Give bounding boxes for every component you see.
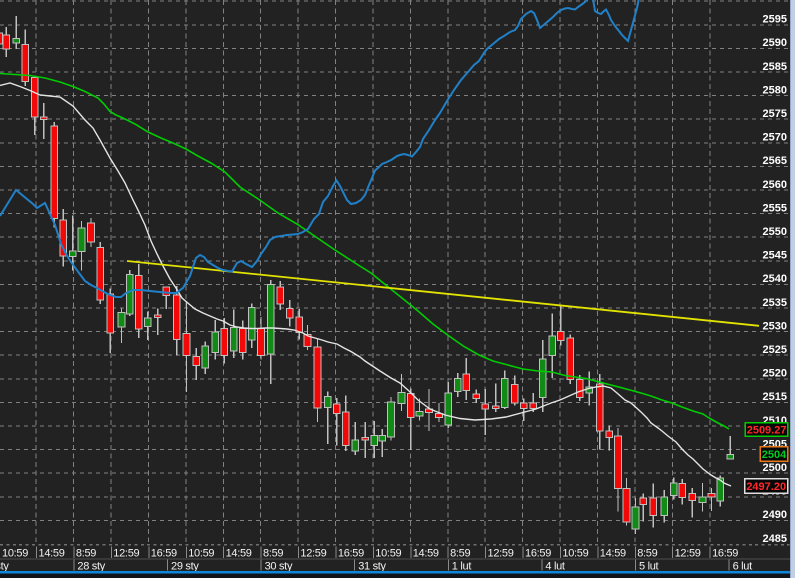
svg-text:12:59: 12:59 bbox=[300, 547, 326, 559]
svg-text:2490: 2490 bbox=[763, 509, 787, 521]
svg-text:12:59: 12:59 bbox=[488, 547, 514, 559]
svg-text:14:59: 14:59 bbox=[39, 547, 65, 559]
svg-text:2497.20: 2497.20 bbox=[746, 481, 786, 493]
svg-text:14:59: 14:59 bbox=[413, 547, 439, 559]
svg-text:2485: 2485 bbox=[763, 533, 787, 545]
svg-text:2525: 2525 bbox=[763, 344, 787, 356]
svg-text:14:59: 14:59 bbox=[600, 547, 626, 559]
svg-text:16:59: 16:59 bbox=[525, 547, 551, 559]
svg-text:5 lut: 5 lut bbox=[639, 560, 659, 572]
svg-text:2550: 2550 bbox=[763, 226, 787, 238]
svg-text:14:59: 14:59 bbox=[226, 547, 252, 559]
svg-text:10:59: 10:59 bbox=[375, 547, 401, 559]
svg-text:28 sty: 28 sty bbox=[77, 560, 105, 572]
svg-text:27 sty: 27 sty bbox=[0, 560, 9, 572]
svg-text:12:59: 12:59 bbox=[675, 547, 701, 559]
svg-text:8:59: 8:59 bbox=[76, 547, 96, 559]
svg-text:2560: 2560 bbox=[763, 179, 787, 191]
svg-text:10:59: 10:59 bbox=[188, 547, 214, 559]
svg-text:6 lut: 6 lut bbox=[733, 560, 753, 572]
svg-text:16:59: 16:59 bbox=[151, 547, 177, 559]
svg-text:2509.27: 2509.27 bbox=[747, 424, 787, 436]
svg-text:10:59: 10:59 bbox=[2, 547, 28, 559]
svg-text:16:59: 16:59 bbox=[338, 547, 364, 559]
svg-text:30 sty: 30 sty bbox=[265, 560, 293, 572]
svg-text:8:59: 8:59 bbox=[263, 547, 283, 559]
svg-text:31 sty: 31 sty bbox=[358, 560, 386, 572]
svg-text:12:59: 12:59 bbox=[113, 547, 139, 559]
svg-text:10:59: 10:59 bbox=[562, 547, 588, 559]
svg-text:2515: 2515 bbox=[763, 391, 787, 403]
svg-text:8:59: 8:59 bbox=[450, 547, 470, 559]
svg-text:2530: 2530 bbox=[763, 320, 787, 332]
svg-text:2575: 2575 bbox=[763, 108, 787, 120]
svg-text:2555: 2555 bbox=[763, 202, 787, 214]
svg-text:8:59: 8:59 bbox=[637, 547, 657, 559]
svg-text:1 lut: 1 lut bbox=[452, 560, 472, 572]
svg-text:2595: 2595 bbox=[763, 14, 787, 26]
svg-text:2520: 2520 bbox=[763, 368, 787, 380]
svg-text:4 lut: 4 lut bbox=[545, 560, 565, 572]
svg-text:2570: 2570 bbox=[763, 132, 787, 144]
svg-text:16:59: 16:59 bbox=[712, 547, 738, 559]
svg-text:2585: 2585 bbox=[763, 61, 787, 73]
svg-text:2580: 2580 bbox=[763, 84, 787, 96]
svg-text:2504: 2504 bbox=[762, 449, 787, 461]
svg-text:29 sty: 29 sty bbox=[171, 560, 199, 572]
svg-text:2535: 2535 bbox=[763, 297, 787, 309]
svg-text:2565: 2565 bbox=[763, 155, 787, 167]
svg-text:2545: 2545 bbox=[763, 250, 787, 262]
svg-text:2590: 2590 bbox=[763, 37, 787, 49]
svg-text:2500: 2500 bbox=[763, 462, 787, 474]
svg-text:2540: 2540 bbox=[763, 273, 787, 285]
